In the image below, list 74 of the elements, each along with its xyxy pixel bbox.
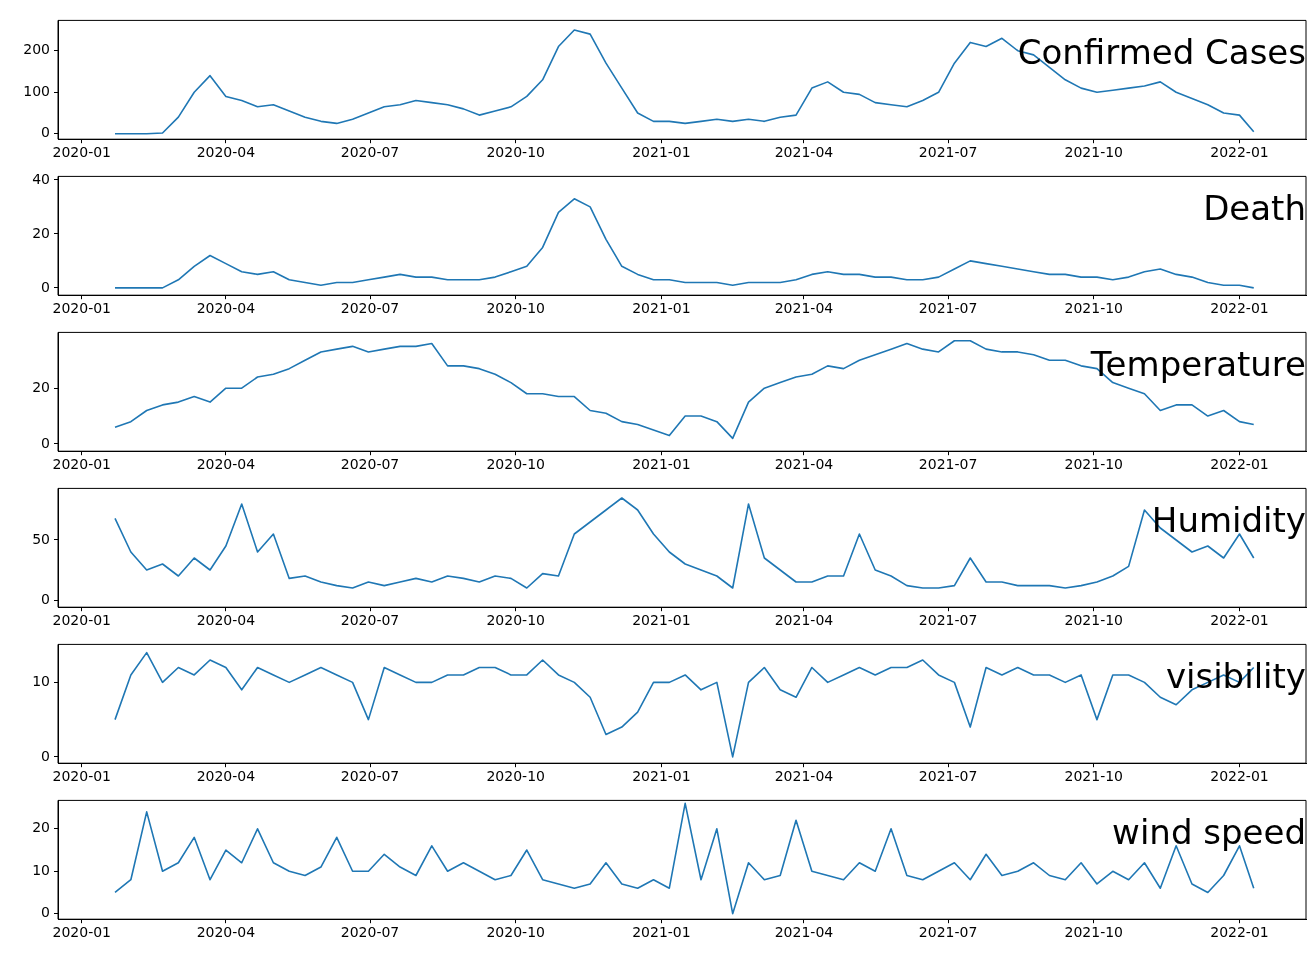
x-tick-label: 2021-01	[632, 144, 691, 161]
x-tick-label: 2021-07	[918, 924, 978, 941]
x-tick-label: 2020-04	[196, 300, 256, 317]
x-tick-label: 2021-07	[918, 612, 978, 629]
x-tick-label: 2021-07	[918, 768, 978, 785]
x-tick-label: 2020-07	[340, 456, 400, 473]
x-tick-label: 2021-04	[774, 300, 834, 317]
x-tick-label: 2021-04	[774, 144, 834, 161]
y-tick-label: 20	[32, 819, 50, 836]
x-tick-label: 2020-01	[52, 612, 112, 629]
x-tick-label: 2021-01	[632, 456, 691, 473]
x-tick-label: 2020-10	[486, 612, 545, 629]
x-tick-label: 2020-01	[52, 144, 112, 161]
y-tick-label: 10	[32, 673, 50, 690]
x-tick-label: 2020-04	[196, 456, 256, 473]
x-tick-label: 2021-01	[632, 300, 691, 317]
x-tick-label: 2022-01	[1210, 300, 1269, 317]
chart-title: Confirmed Cases	[1017, 32, 1306, 73]
x-tick-label: 2020-01	[52, 768, 112, 785]
x-tick-label: 2021-04	[774, 612, 834, 629]
x-tick-label: 2021-10	[1064, 144, 1124, 161]
y-tick-label: 50	[32, 530, 50, 547]
x-tick-label: 2021-10	[1064, 612, 1124, 629]
x-tick-label: 2020-04	[196, 612, 256, 629]
x-tick-label: 2021-10	[1064, 456, 1124, 473]
x-tick-label: 2022-01	[1210, 612, 1269, 629]
x-tick-label: 2020-01	[52, 924, 112, 941]
y-tick-label: 100	[23, 82, 50, 99]
x-tick-label: 2020-07	[340, 144, 400, 161]
chart-title: wind speed	[1112, 812, 1306, 853]
x-tick-label: 2021-10	[1064, 768, 1124, 785]
x-tick-label: 2021-04	[774, 924, 834, 941]
y-tick-label: 0	[41, 747, 50, 764]
x-tick-label: 2020-10	[486, 144, 545, 161]
x-tick-label: 2020-10	[486, 924, 545, 941]
y-tick-label: 200	[23, 41, 50, 58]
y-tick-label: 20	[32, 224, 50, 241]
x-tick-label: 2022-01	[1210, 456, 1269, 473]
x-tick-label: 2020-07	[340, 924, 400, 941]
x-tick-label: 2021-07	[918, 144, 978, 161]
x-tick-label: 2020-04	[196, 768, 256, 785]
x-tick-label: 2021-04	[774, 768, 834, 785]
x-tick-label: 2020-07	[340, 612, 400, 629]
y-tick-label: 20	[32, 378, 50, 395]
x-tick-label: 2020-04	[196, 924, 256, 941]
x-tick-label: 2020-04	[196, 144, 256, 161]
x-tick-label: 2022-01	[1210, 144, 1269, 161]
x-tick-label: 2020-07	[340, 768, 400, 785]
x-tick-label: 2020-01	[52, 300, 112, 317]
x-tick-label: 2020-01	[52, 456, 112, 473]
chart-title: Humidity	[1151, 500, 1306, 541]
x-tick-label: 2021-04	[774, 456, 834, 473]
x-tick-label: 2022-01	[1210, 924, 1269, 941]
x-tick-label: 2022-01	[1210, 768, 1269, 785]
x-tick-label: 2021-10	[1064, 300, 1124, 317]
x-tick-label: 2020-07	[340, 300, 400, 317]
x-tick-label: 2021-01	[632, 768, 691, 785]
y-tick-label: 0	[41, 434, 50, 451]
x-tick-label: 2021-01	[632, 924, 691, 941]
chart-title: Temperature	[1089, 344, 1306, 385]
x-tick-label: 2021-07	[918, 456, 978, 473]
y-tick-label: 10	[32, 861, 50, 878]
x-tick-label: 2021-10	[1064, 924, 1124, 941]
x-tick-label: 2020-10	[486, 768, 545, 785]
y-tick-label: 0	[41, 278, 50, 295]
x-tick-label: 2021-01	[632, 612, 691, 629]
y-tick-label: 0	[41, 124, 50, 141]
x-tick-label: 2020-10	[486, 456, 545, 473]
y-tick-label: 0	[41, 590, 50, 607]
y-tick-label: 40	[32, 170, 50, 187]
y-tick-label: 0	[41, 904, 50, 921]
x-tick-label: 2021-07	[918, 300, 978, 317]
x-tick-label: 2020-10	[486, 300, 545, 317]
chart-title: Death	[1203, 188, 1306, 229]
